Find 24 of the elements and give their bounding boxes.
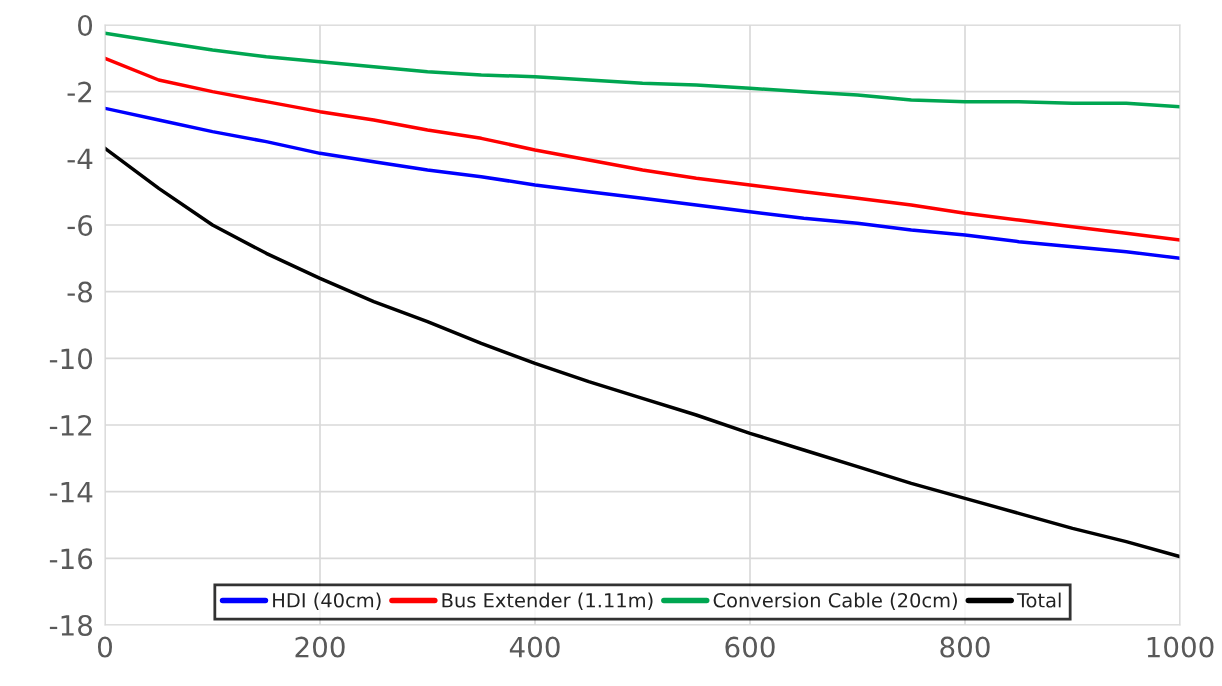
- y-tick-label: -12: [49, 414, 92, 436]
- y-tick-label: -2: [67, 81, 92, 103]
- legend-label: Bus Extender (1.11m): [442, 592, 653, 610]
- x-tick-label: 200: [295, 636, 345, 658]
- x-tick-label: 400: [509, 636, 560, 658]
- y-tick-label: 0: [78, 14, 93, 36]
- line-series: [105, 56, 1180, 242]
- y-tick-label: -8: [67, 281, 92, 303]
- y-tick-label: -16: [49, 548, 93, 570]
- y-tick-label: -10: [49, 348, 93, 370]
- line-series: [105, 106, 1180, 261]
- x-tick-label: 1000: [1147, 636, 1214, 658]
- y-tick-label: -14: [49, 481, 93, 503]
- x-tick-label: 0: [97, 636, 112, 658]
- x-tick-label: 600: [725, 636, 775, 658]
- legend-label: HDI (40cm): [273, 592, 381, 610]
- x-tick-label: 800: [940, 636, 990, 658]
- legend-label: Conversion Cable (20cm): [713, 592, 957, 610]
- legend-label: Total: [1016, 592, 1061, 608]
- y-tick-label: -4: [67, 148, 93, 169]
- line-series: [105, 31, 1180, 109]
- y-tick-label: -6: [67, 214, 93, 236]
- y-tick-label: -18: [49, 614, 92, 636]
- line-series: [105, 146, 1180, 559]
